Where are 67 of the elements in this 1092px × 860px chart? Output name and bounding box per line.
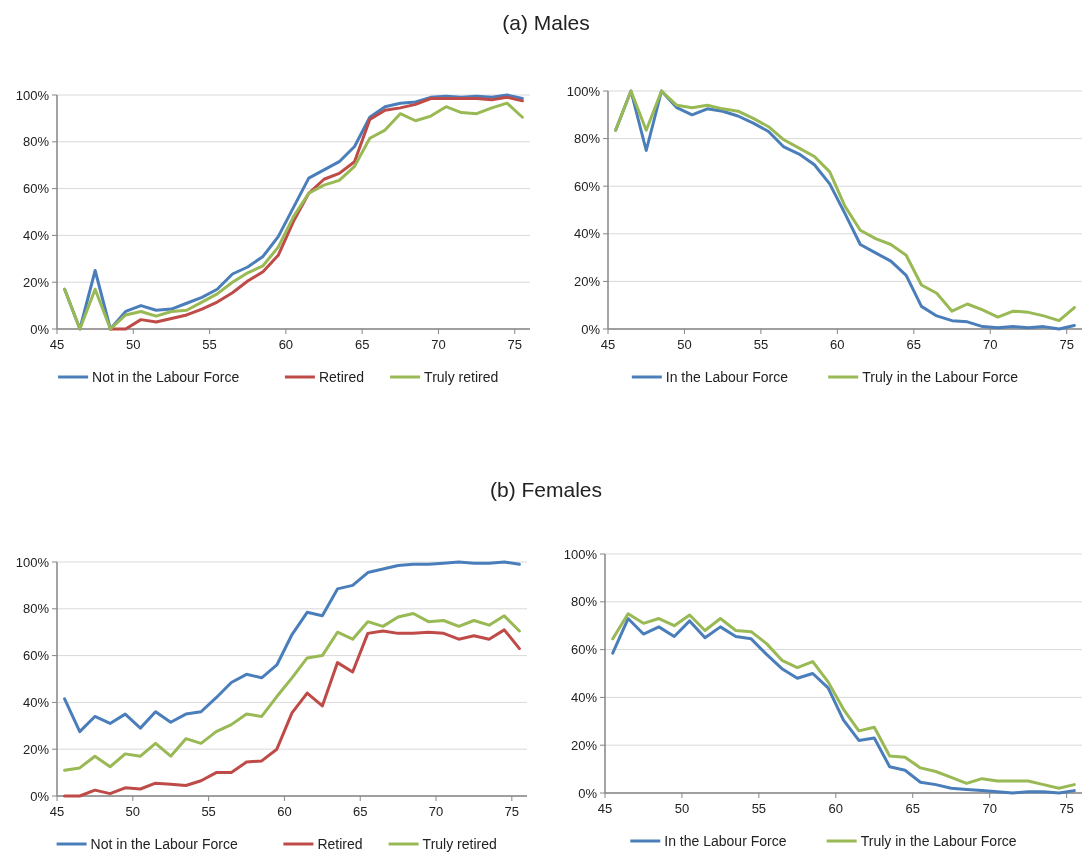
y-tick-label: 100% xyxy=(563,546,598,562)
x-tick-label: 60 xyxy=(278,337,294,352)
y-tick-label: 20% xyxy=(22,274,50,290)
y-tick-label: 40% xyxy=(573,226,601,242)
x-tick-label: 70 xyxy=(982,801,997,816)
x-tick-label: 50 xyxy=(677,337,692,352)
y-tick-label: 80% xyxy=(22,134,50,150)
x-tick-label: 65 xyxy=(905,801,920,816)
x-tick-label: 50 xyxy=(125,804,141,819)
y-tick-label: 60% xyxy=(570,642,598,658)
line-series xyxy=(63,611,521,772)
x-tick-label: 70 xyxy=(431,337,446,352)
x-tick-label: 65 xyxy=(352,804,368,819)
x-tick-label: 60 xyxy=(830,337,845,352)
legend-label: Truly in the Labour Force xyxy=(862,368,1019,385)
x-tick-label: 75 xyxy=(507,337,522,352)
x-tick-label: 50 xyxy=(126,337,141,352)
chart-title: (b) Females xyxy=(489,478,603,501)
x-tick-label: 45 xyxy=(600,337,616,352)
legend-label: Not in the Labour Force xyxy=(92,368,240,385)
legend-label: In the Labour Force xyxy=(664,832,787,849)
y-tick-label: 60% xyxy=(22,648,50,664)
x-tick-label: 70 xyxy=(983,337,998,352)
y-tick-label: 60% xyxy=(573,178,601,194)
y-tick-label: 20% xyxy=(22,741,50,757)
x-tick-label: 55 xyxy=(753,337,769,352)
x-tick-label: 65 xyxy=(906,337,922,352)
y-tick-label: 100% xyxy=(15,554,50,570)
legend-label: In the Labour Force xyxy=(665,368,789,385)
x-tick-label: 75 xyxy=(1059,801,1074,816)
x-tick-label: 45 xyxy=(597,801,613,816)
x-tick-label: 60 xyxy=(277,804,292,819)
y-tick-label: 20% xyxy=(573,273,601,289)
x-tick-label: 55 xyxy=(751,801,767,816)
y-tick-label: 20% xyxy=(570,737,598,753)
legend-label: Truly in the Labour Force xyxy=(860,832,1017,849)
y-tick-label: 80% xyxy=(22,601,50,617)
legend-label: Not in the Labour Force xyxy=(90,835,238,852)
x-tick-label: 45 xyxy=(49,337,65,352)
x-tick-label: 60 xyxy=(828,801,844,816)
y-tick-label: 0% xyxy=(578,785,598,801)
chart-title: (a) Males xyxy=(502,11,590,34)
y-tick-label: 60% xyxy=(22,181,50,197)
y-tick-label: 100% xyxy=(15,87,50,103)
y-tick-label: 80% xyxy=(573,131,601,147)
legend-label: Truly retired xyxy=(422,835,497,852)
y-tick-label: 0% xyxy=(581,321,601,337)
x-tick-label: 55 xyxy=(201,804,216,819)
y-tick-label: 40% xyxy=(22,694,50,710)
x-tick-label: 50 xyxy=(674,801,690,816)
legend-label: Retired xyxy=(318,368,365,385)
y-tick-label: 80% xyxy=(570,594,598,610)
y-tick-label: 0% xyxy=(30,321,50,337)
y-tick-label: 0% xyxy=(30,788,50,804)
y-tick-label: 100% xyxy=(566,83,601,99)
y-tick-label: 40% xyxy=(570,689,598,705)
legend-label: Retired xyxy=(317,835,363,852)
legend-label: Truly retired xyxy=(424,368,499,385)
x-tick-label: 55 xyxy=(202,337,217,352)
x-tick-label: 75 xyxy=(1059,337,1074,352)
x-tick-label: 75 xyxy=(504,804,520,819)
x-tick-label: 70 xyxy=(428,804,444,819)
line-series xyxy=(63,628,521,798)
y-tick-label: 40% xyxy=(22,227,50,243)
x-tick-label: 65 xyxy=(354,337,370,352)
x-tick-label: 45 xyxy=(49,804,65,819)
line-series xyxy=(63,560,521,734)
